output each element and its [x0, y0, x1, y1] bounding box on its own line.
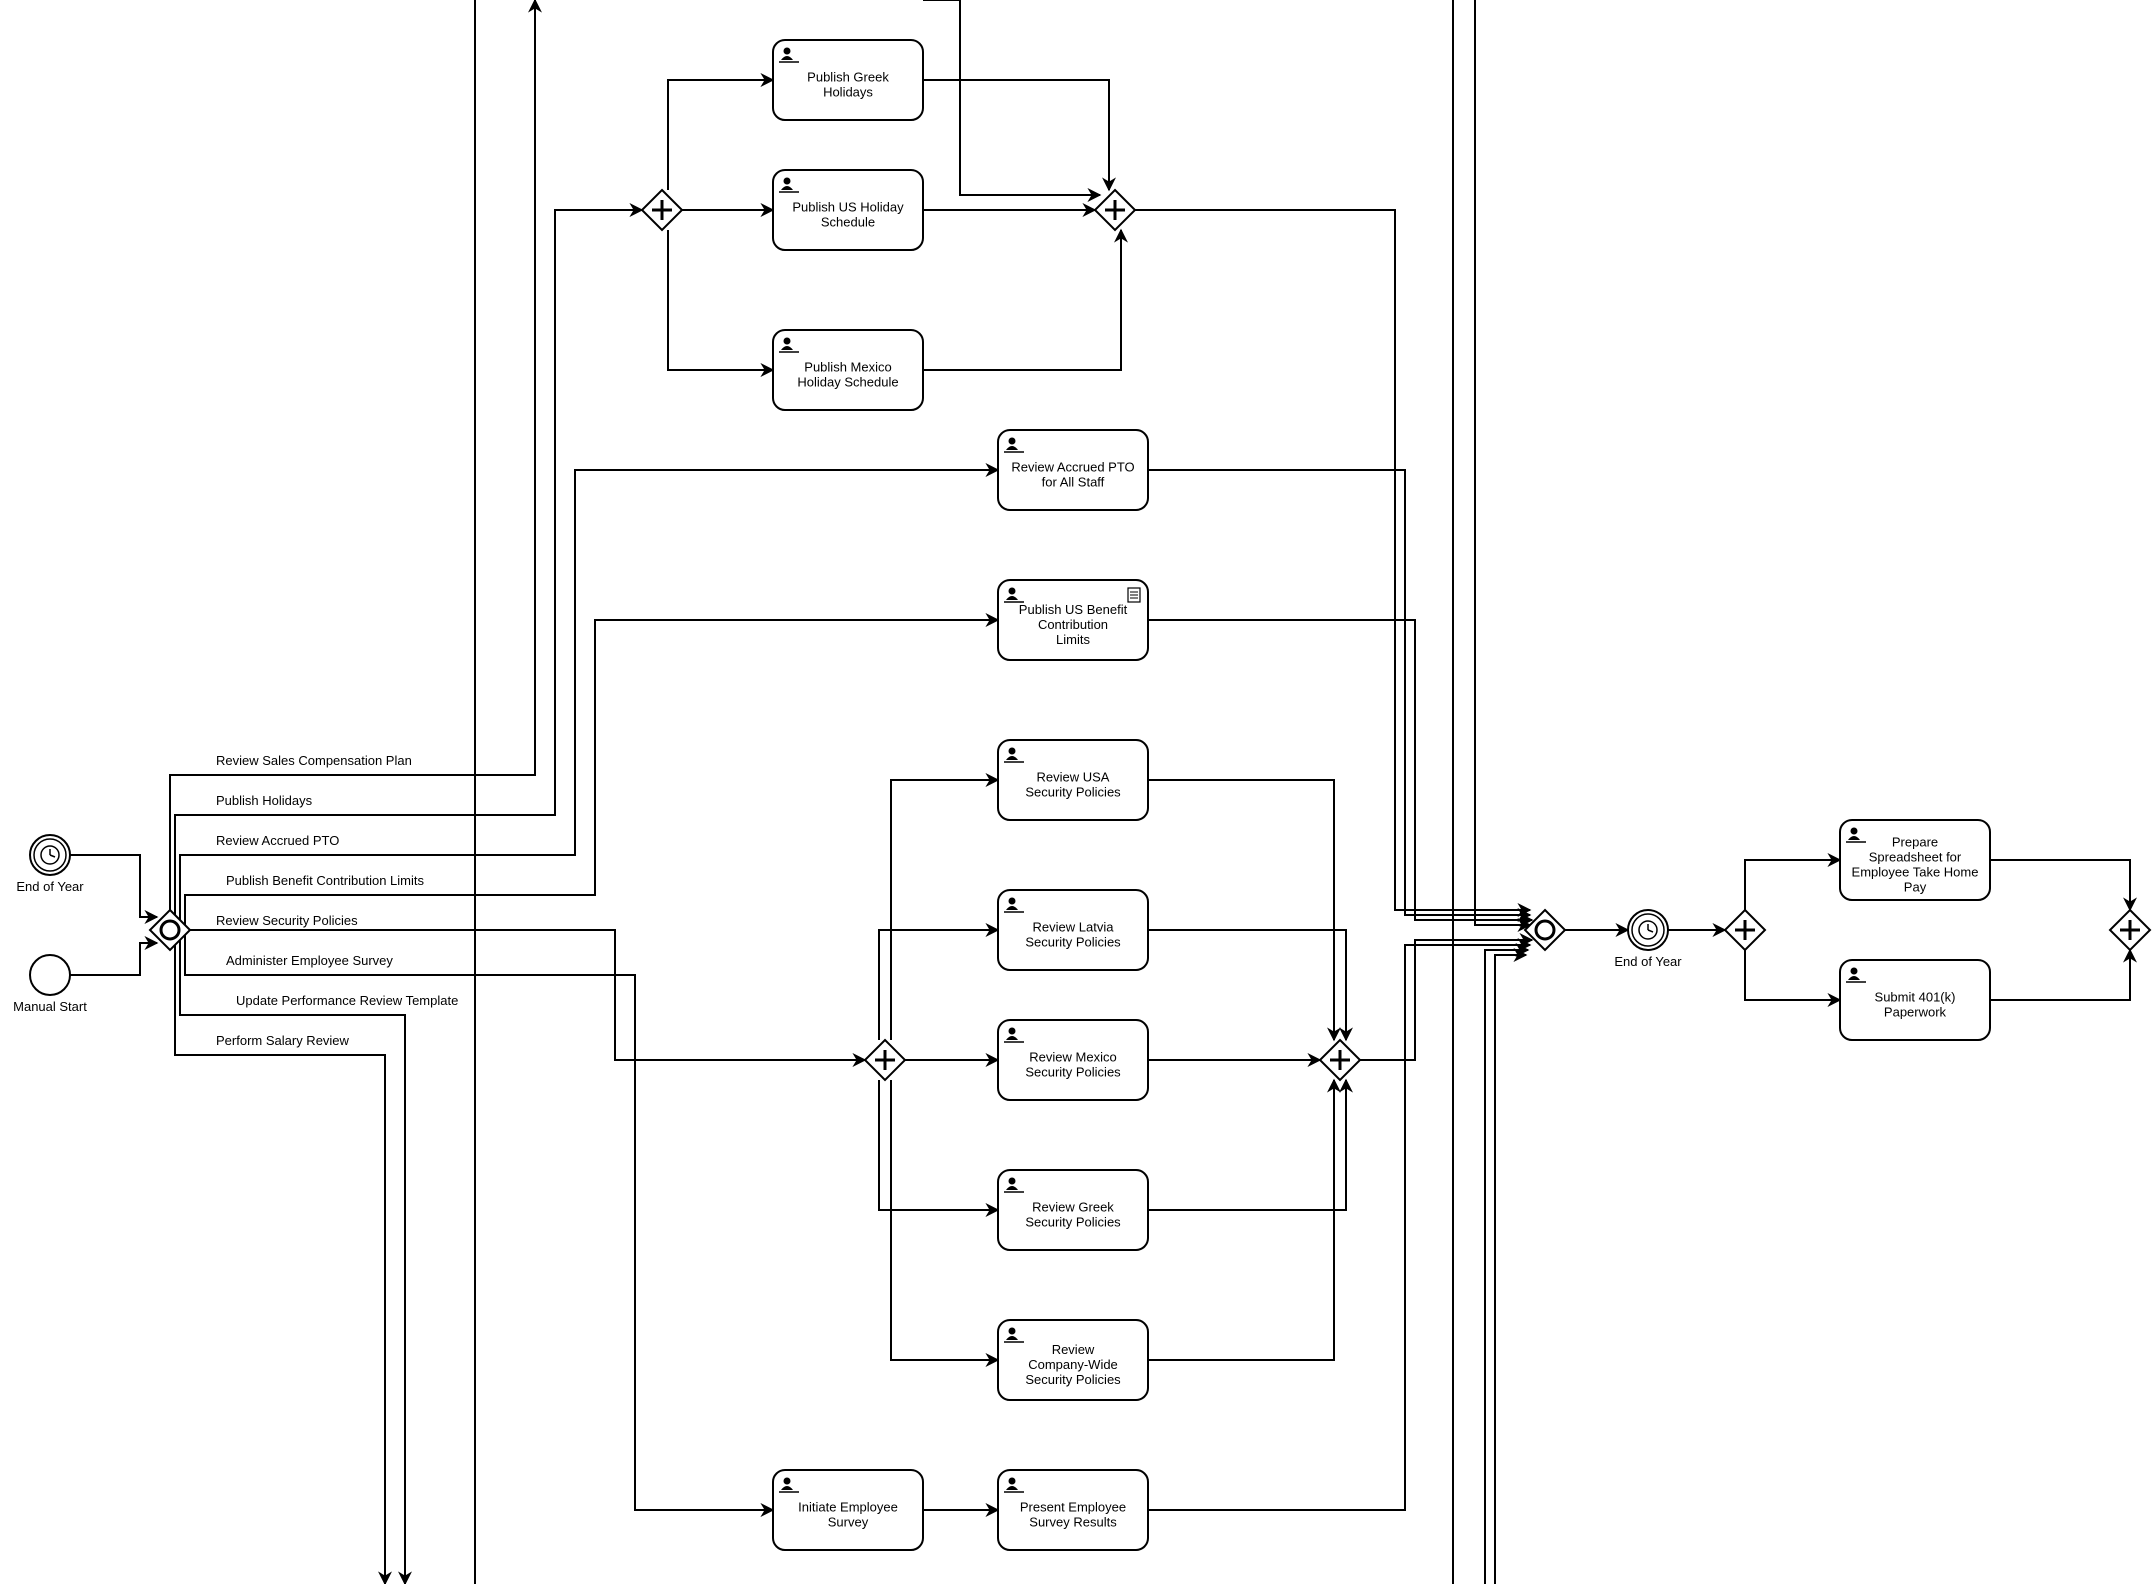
- sequence-flow: [923, 230, 1121, 370]
- sequence-flow: [1360, 940, 1532, 1060]
- flow-label: Publish Holidays: [216, 793, 313, 808]
- gateway-g_post_j[interactable]: [2110, 910, 2150, 950]
- task-t_sec_gr[interactable]: Review GreekSecurity Policies: [998, 1170, 1148, 1250]
- task-t_spread[interactable]: PrepareSpreadsheet forEmployee Take Home…: [1840, 820, 1990, 900]
- sequence-flow: [1485, 950, 1528, 1584]
- sequence-flow: [923, 0, 1100, 195]
- sequence-flow: [1148, 470, 1530, 915]
- task-label: Submit 401(k)Paperwork: [1875, 990, 1956, 1020]
- sequence-flow: [1148, 945, 1530, 1510]
- sequence-flow: [879, 930, 998, 1040]
- task-label: Present EmployeeSurvey Results: [1020, 1500, 1126, 1530]
- sequence-flow: [1990, 860, 2130, 910]
- sequence-flow: [1148, 1080, 1346, 1210]
- event-label: End of Year: [16, 879, 84, 894]
- task-t_us_hol[interactable]: Publish US HolidaySchedule: [773, 170, 923, 250]
- sequence-flow: [1990, 950, 2130, 1000]
- event-e_manual[interactable]: Manual Start: [13, 955, 87, 1014]
- task-t_sec_mx[interactable]: Review MexicoSecurity Policies: [998, 1020, 1148, 1100]
- task-t_pto[interactable]: Review Accrued PTOfor All Staff: [998, 430, 1148, 510]
- event-e_eoy[interactable]: End of Year: [16, 835, 84, 894]
- sequence-flow: [668, 80, 773, 190]
- gateway-g_hol_s[interactable]: [642, 190, 682, 230]
- gateway-g_hol_j[interactable]: [1095, 190, 1135, 230]
- flow-label: Perform Salary Review: [216, 1033, 350, 1048]
- sequence-flow: [923, 80, 1109, 190]
- sequence-flow: [1745, 950, 1840, 1000]
- sequence-flow: [1148, 930, 1346, 1040]
- sequence-flow: [70, 943, 157, 975]
- flow-label: Administer Employee Survey: [226, 953, 393, 968]
- sequence-flow: [1495, 955, 1526, 1584]
- task-label: Review LatviaSecurity Policies: [1025, 920, 1121, 950]
- task-t_sec_usa[interactable]: Review USASecurity Policies: [998, 740, 1148, 820]
- gateway-g_sec_j[interactable]: [1320, 1040, 1360, 1080]
- sequence-flow: [1135, 210, 1530, 910]
- gateway-g_post_s[interactable]: [1725, 910, 1765, 950]
- sequence-flow: [1745, 860, 1840, 910]
- task-label: Publish MexicoHoliday Schedule: [797, 360, 898, 390]
- flow-label: Review Sales Compensation Plan: [216, 753, 412, 768]
- flow-label: Review Accrued PTO: [216, 833, 339, 848]
- gateway-g_sec_s[interactable]: [865, 1040, 905, 1080]
- task-label: Review MexicoSecurity Policies: [1025, 1050, 1121, 1080]
- event-e_eoy2[interactable]: End of Year: [1614, 910, 1682, 969]
- task-t_mx_hol[interactable]: Publish MexicoHoliday Schedule: [773, 330, 923, 410]
- flow-label: Publish Benefit Contribution Limits: [226, 873, 424, 888]
- task-t_survey_p[interactable]: Present EmployeeSurvey Results: [998, 1470, 1148, 1550]
- task-t_survey_i[interactable]: Initiate EmployeeSurvey: [773, 1470, 923, 1550]
- flow-label: Update Performance Review Template: [236, 993, 458, 1008]
- sequence-flow: [175, 210, 642, 915]
- event-label: Manual Start: [13, 999, 87, 1014]
- flow-label: Review Security Policies: [216, 913, 358, 928]
- task-t_benefit[interactable]: Publish US BenefitContributionLimits: [998, 580, 1148, 660]
- event-label: End of Year: [1614, 954, 1682, 969]
- task-label: Review GreekSecurity Policies: [1025, 1200, 1121, 1230]
- sequence-flow: [170, 0, 535, 910]
- sequence-flow: [185, 935, 773, 1510]
- sequence-flow: [1475, 0, 1530, 925]
- sequence-flow: [891, 780, 998, 1040]
- task-t_greek_hol[interactable]: Publish GreekHolidays: [773, 40, 923, 120]
- task-t_sec_lv[interactable]: Review LatviaSecurity Policies: [998, 890, 1148, 970]
- sequence-flow: [891, 1080, 998, 1360]
- sequence-flow: [180, 470, 998, 920]
- task-label: Review USASecurity Policies: [1025, 770, 1121, 800]
- sequence-flow: [879, 1080, 998, 1210]
- task-t_401k[interactable]: Submit 401(k)Paperwork: [1840, 960, 1990, 1040]
- sequence-flow: [1148, 780, 1334, 1040]
- task-t_sec_cw[interactable]: ReviewCompany-WideSecurity Policies: [998, 1320, 1148, 1400]
- sequence-flow: [668, 230, 773, 370]
- sequence-flow: [1148, 1080, 1334, 1360]
- gateway-g_join[interactable]: [1525, 910, 1565, 950]
